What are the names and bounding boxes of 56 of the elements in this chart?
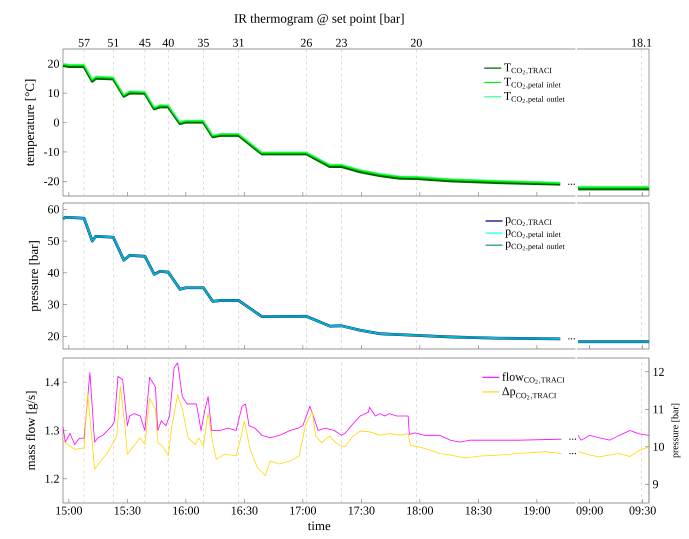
annotation: 18.1 [632,38,652,47]
annotation: ... [569,452,576,454]
y-tick-label: 1.4 [46,378,60,386]
x-tick-label: 15:00 [56,506,82,515]
x-tick-label: 15:30 [114,506,141,515]
x-tick-label: 17:00 [290,506,316,515]
annotation: 23 [336,38,347,47]
y-tick-label: 10 [48,89,60,98]
legend-label: $\mbox{Δp}_{\mathrm{CO_2,TRACI}}$ [502,387,556,400]
x-tick-label: 19:00 [524,506,550,515]
x-tick-label: 18:00 [407,506,434,515]
x-tick-label: 18:30 [466,506,492,515]
x-tick-label: 09:00 [576,506,603,515]
x-axis-title: time [308,521,330,530]
y-tick-label: 60 [48,205,60,214]
x-tick-label: 17:30 [348,506,375,515]
y-tick-label: 40 [48,268,60,277]
y-tick-label: 20 [48,60,60,68]
legend-label: $\mathrm{T}_{\mathrm{CO_2,petal\ outlet}}$ [504,92,565,104]
y-tick-label: 1.2 [46,474,59,483]
annotation: ... [568,338,575,340]
legend-label: $\mathrm{flow}_{\mathrm{CO_2,TRACI}}$ [502,372,564,384]
y-tick-label: 1.3 [46,426,60,435]
y2-tick-label: 9 [652,480,658,488]
annotation: 45 [139,38,150,47]
annotation: 57 [78,38,90,47]
y2-tick-label: 10 [654,442,664,451]
annotation: ... [569,438,576,440]
y2-tick-label: 11 [654,405,664,414]
y-tick-label: -20 [44,177,60,186]
y2-axis-title: pressure [bar] [671,404,680,458]
x-tick-label: 16:00 [173,506,200,515]
annotation: 40 [162,38,174,47]
legend-label: $\mathrm{p}_{\mathrm{CO_2,TRACI}}$ [505,217,552,226]
annotation: 20 [410,38,422,47]
y-tick-label: 30 [48,300,60,309]
annotation: ... [568,184,575,185]
x-tick-label: 09:30 [629,506,656,515]
y-tick-label: -10 [44,148,60,156]
legend-label: $\mathrm{T}_{\mathrm{CO_2,petal\ inlet}}$ [504,78,561,90]
y-tick-label: 0 [54,118,60,127]
legend-label: $\mathrm{p}_{\mathrm{CO_2,petal\ outlet}}$ [505,242,565,251]
y-tick-label: 50 [48,237,60,246]
x-tick-label: 16:30 [232,506,258,515]
chart-title: IR thermogram @ set point [bar] [234,14,404,26]
annotation: 35 [198,38,209,47]
legend-label: $\mathrm{p}_{\mathrm{CO_2,petal\ inlet}}$ [505,230,561,239]
y-axis-title: pressure [bar] [28,241,41,312]
annotation: 26 [300,38,312,47]
annotation: 31 [233,38,244,47]
y-axis-title: mass flow [g/s] [26,392,38,470]
y-tick-label: 20 [48,332,60,340]
annotation: 51 [108,38,119,47]
legend-label: $\mathrm{T}_{\mathrm{CO_2,TRACI}}$ [504,63,552,75]
y-axis-title: temperature [°C] [24,80,37,166]
y2-tick-label: 12 [654,368,664,376]
